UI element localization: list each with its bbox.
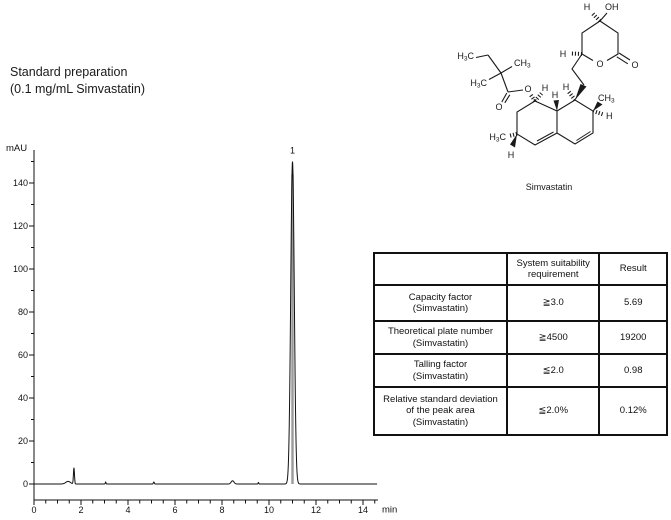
row-requirement: ≦2.0 [505, 353, 601, 388]
svg-text:140: 140 [13, 178, 28, 188]
axes-lines [33, 150, 378, 501]
table-row: Relative standard deviation of the peak … [373, 386, 668, 436]
atom-label: H3C [489, 132, 506, 144]
header-parameter [373, 252, 508, 286]
svg-text:80: 80 [18, 307, 28, 317]
svg-text:20: 20 [18, 436, 28, 446]
atom-label: H [584, 2, 591, 12]
atom-label: O [596, 59, 603, 69]
row-parameter: Theoretical plate number [387, 326, 494, 337]
atom-label: H [552, 90, 559, 100]
bond-lines [475, 12, 631, 146]
header-requirement: System suitability requirement [505, 252, 601, 286]
svg-text:60: 60 [18, 350, 28, 360]
atom-label: O [495, 102, 502, 112]
header-result: Result [598, 252, 668, 286]
atom-label: H [606, 111, 613, 121]
row-result: 5.69 [598, 284, 668, 322]
x-axis-label: min [382, 505, 397, 516]
row-parameter: Capacity factor [408, 291, 473, 303]
atom-label: CH3 [514, 58, 531, 70]
svg-text:12: 12 [311, 505, 321, 515]
atom-label: OH [605, 2, 619, 12]
system-suitability-table: System suitability requirement Result Ca… [373, 252, 668, 436]
sample-description-line2: (0.1 mg/mL Simvastatin) [10, 82, 145, 96]
table-row: Theoretical plate number (Simvastatin) ≧… [373, 320, 668, 355]
atom-label: H [560, 49, 567, 59]
sample-description-line1: Standard preparation [10, 65, 128, 79]
row-requirement: ≧3.0 [505, 284, 601, 322]
row-result: 0.98 [598, 353, 668, 388]
row-parameter-sub: (Simvastatin) [412, 303, 469, 314]
row-parameter-sub: (Simvastatin) [412, 416, 469, 428]
svg-text:120: 120 [13, 221, 28, 231]
double-bond-inner-lines [536, 131, 591, 142]
structure-caption: Simvastatin [526, 182, 573, 192]
svg-text:100: 100 [13, 264, 28, 274]
row-parameter-sub: (Simvastatin) [412, 370, 469, 382]
svg-text:0: 0 [31, 505, 36, 515]
svg-text:2: 2 [78, 505, 83, 515]
row-result: 0.12% [598, 386, 668, 436]
chromatogram-trace [34, 161, 378, 485]
row-parameter: Talling factor [413, 359, 468, 370]
svg-text:4: 4 [125, 505, 130, 515]
row-requirement: ≦2.0% [505, 386, 601, 436]
axis-tick-labels: 0 20 40 60 80 100 120 140 0 2 4 6 8 10 12 14 [13, 178, 368, 515]
row-result: 19200 [598, 320, 668, 355]
row-requirement: ≧4500 [505, 320, 601, 355]
svg-text:8: 8 [219, 505, 224, 515]
svg-text:40: 40 [18, 393, 28, 403]
svg-text:14: 14 [358, 505, 368, 515]
atom-label: H [508, 150, 515, 160]
atom-label: CH3 [598, 93, 615, 105]
bold-wedge-bonds [510, 84, 603, 148]
axis-ticks [29, 161, 376, 505]
hashed-wedge-bonds [508, 12, 605, 138]
table-row: Talling factor (Simvastatin) ≦2.0 0.98 [373, 353, 668, 388]
table-row: Capacity factor (Simvastatin) ≧3.0 5.69 [373, 284, 668, 322]
svg-text:0: 0 [23, 479, 28, 489]
row-parameter-sub: (Simvastatin) [412, 337, 469, 349]
y-axis-label: mAU [6, 143, 27, 154]
sample-description: Standard preparation (0.1 mg/mL Simvasta… [10, 64, 145, 98]
svg-text:6: 6 [172, 505, 177, 515]
atom-label: H [563, 82, 570, 92]
atom-label: O [631, 60, 638, 70]
atom-label: H3C [470, 78, 487, 90]
chromatogram-plot: 0 20 40 60 80 100 120 140 0 2 4 6 8 10 12 14 mAU min 1 [6, 143, 397, 516]
svg-text:10: 10 [264, 505, 274, 515]
table-header-row: System suitability requirement Result [373, 252, 668, 286]
atom-label: H3C [457, 51, 474, 63]
peak-label: 1 [290, 146, 295, 156]
row-parameter: Relative standard deviation of the peak … [383, 393, 498, 417]
atom-label: O [524, 84, 531, 94]
atom-label: H [542, 83, 549, 93]
